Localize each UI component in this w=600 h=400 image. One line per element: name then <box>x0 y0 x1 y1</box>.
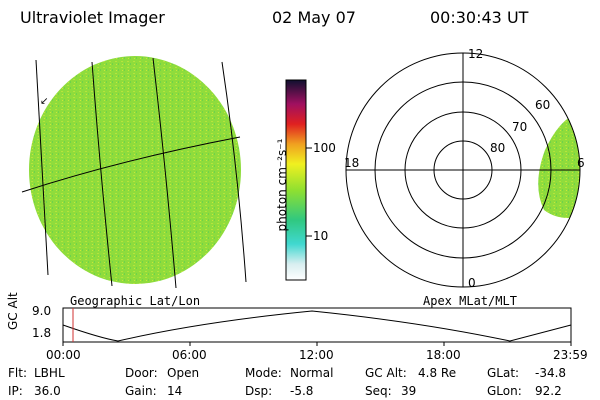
gcalt-value: 4.8 Re <box>418 366 457 380</box>
door-label: Door: <box>125 366 158 380</box>
altitude-xtick-1800: 18:00 <box>426 348 461 362</box>
colorbar-tick-100: 100 <box>313 141 336 155</box>
altitude-ytick-9: 9.0 <box>32 304 52 318</box>
lat-label-80: 80 <box>490 141 506 155</box>
glat-label: GLat: <box>487 366 520 380</box>
mode-value: Normal <box>290 366 334 380</box>
dsp-value: -5.8 <box>290 384 314 398</box>
altitude-xtick-0600: 06:00 <box>172 348 207 362</box>
lat-label-60: 60 <box>535 98 551 112</box>
flt-label: Flt: <box>8 366 27 380</box>
seq-value: 39 <box>401 384 417 398</box>
uv-image-disk <box>29 56 241 284</box>
seq-label: Seq: <box>365 384 392 398</box>
door-value: Open <box>167 366 200 380</box>
gcalt-label: GC Alt: <box>365 366 407 380</box>
altitude-curve <box>62 310 572 342</box>
mlt-label-0: 0 <box>468 276 476 290</box>
header-time: 00:30:43 UT <box>430 8 529 27</box>
polar-panel-label: Apex MLat/MLT <box>423 294 517 308</box>
ip-value: 36.0 <box>34 384 61 398</box>
altitude-xtick-1200: 12:00 <box>299 348 334 362</box>
lat-label-70: 70 <box>512 120 528 134</box>
altitude-xtick-2359: 23:59 <box>553 348 588 362</box>
svg-text:↙: ↙ <box>40 96 48 107</box>
altitude-ylabel: GC Alt <box>6 292 20 330</box>
dsp-label: Dsp: <box>245 384 273 398</box>
gain-value: 14 <box>167 384 183 398</box>
glon-value: 92.2 <box>535 384 562 398</box>
geo-panel-label: Geographic Lat/Lon <box>70 294 201 308</box>
ip-label: IP: <box>8 384 23 398</box>
glat-value: -34.8 <box>535 366 567 380</box>
header-date: 02 May 07 <box>272 8 356 27</box>
auroral-patch <box>538 112 580 218</box>
colorbar-tick-10: 10 <box>313 229 329 243</box>
mlt-label-6: 6 <box>577 156 585 170</box>
altitude-xtick-0000: 00:00 <box>46 348 81 362</box>
altitude-ytick-1-8: 1.8 <box>32 326 52 340</box>
lat-lon-grid <box>21 57 247 289</box>
mlt-label-18: 18 <box>344 156 360 170</box>
mode-label: Mode: <box>245 366 282 380</box>
glon-label: GLon: <box>487 384 522 398</box>
flt-value: LBHL <box>34 366 65 380</box>
app-title: Ultraviolet Imager <box>20 8 165 27</box>
mlt-label-12: 12 <box>468 47 484 61</box>
gain-label: Gain: <box>125 384 157 398</box>
